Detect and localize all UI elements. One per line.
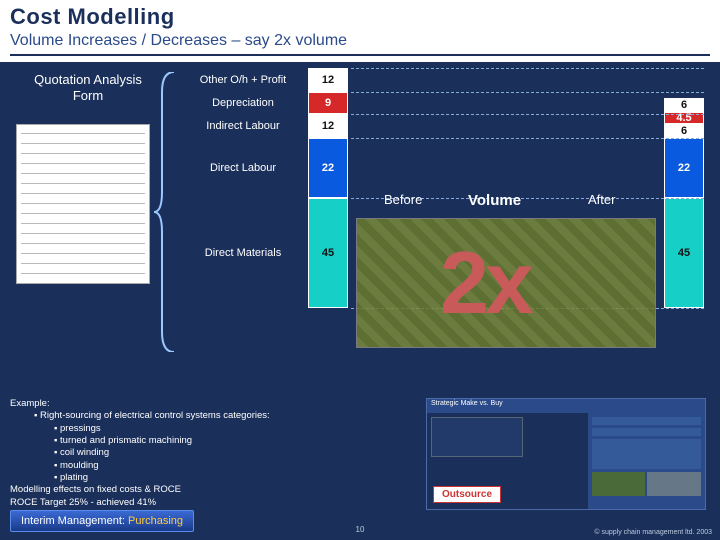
- stack-after-seg: 6: [664, 98, 704, 112]
- stack-before-seg: 9: [308, 92, 348, 114]
- example-heading: Example:: [10, 398, 410, 410]
- example-item: moulding: [54, 460, 410, 472]
- stack-after-seg: 45: [664, 198, 704, 308]
- stack-before-seg: 45: [308, 198, 348, 308]
- form-thumbnail: [16, 124, 150, 284]
- row-label: Depreciation: [182, 92, 304, 114]
- header: Cost Modelling Volume Increases / Decrea…: [0, 0, 720, 62]
- stack-after: 64.562245: [664, 98, 704, 308]
- example-block: Example: Right-sourcing of electrical co…: [10, 398, 410, 509]
- row-label: Direct Materials: [182, 198, 304, 308]
- logo-text-a: Interim Management:: [21, 515, 128, 527]
- row-label: Direct Labour: [182, 138, 304, 198]
- row-labels: Other O/h + ProfitDepreciationIndirect L…: [182, 68, 304, 308]
- page-number: 10: [356, 525, 365, 534]
- stack-before: 129122245: [308, 68, 348, 308]
- volume-label: Volume: [468, 192, 521, 209]
- example-item: pressings: [54, 423, 410, 435]
- stack-before-seg: 12: [308, 114, 348, 138]
- example-item: coil winding: [54, 447, 410, 459]
- example-item: plating: [54, 472, 410, 484]
- example-line1: Right-sourcing of electrical control sys…: [34, 410, 410, 422]
- row-label: Other O/h + Profit: [182, 68, 304, 92]
- main-diagram: Quotation Analysis Form Other O/h + Prof…: [0, 62, 720, 392]
- outsource-badge: Outsource: [433, 486, 501, 503]
- page-title: Cost Modelling: [10, 4, 710, 30]
- brace-icon: [154, 72, 178, 352]
- logo-badge: Interim Management: Purchasing: [10, 510, 194, 532]
- before-label: Before: [384, 192, 422, 207]
- example-line3: ROCE Target 25% - achieved 41%: [10, 497, 410, 509]
- example-item: turned and prismatic machining: [54, 435, 410, 447]
- row-label: Indirect Labour: [182, 114, 304, 138]
- after-label: After: [588, 192, 615, 207]
- example-line2: Modelling effects on fixed costs & ROCE: [10, 484, 410, 496]
- page-subtitle: Volume Increases / Decreases – say 2x vo…: [10, 32, 710, 56]
- qaf-label: Quotation Analysis Form: [28, 72, 148, 105]
- copyright: © supply chain management ltd. 2003: [594, 529, 712, 536]
- slide-thumb-header: Strategic Make vs. Buy: [427, 399, 705, 413]
- slide-thumbnail: Strategic Make vs. Buy Outsource: [426, 398, 706, 510]
- stack-after-seg: 6: [664, 124, 704, 138]
- multiplier-text: 2x: [440, 232, 530, 334]
- stack-before-seg: 12: [308, 68, 348, 92]
- stack-after-seg: 22: [664, 138, 704, 198]
- stack-before-seg: 22: [308, 138, 348, 198]
- logo-text-b: Purchasing: [128, 515, 183, 527]
